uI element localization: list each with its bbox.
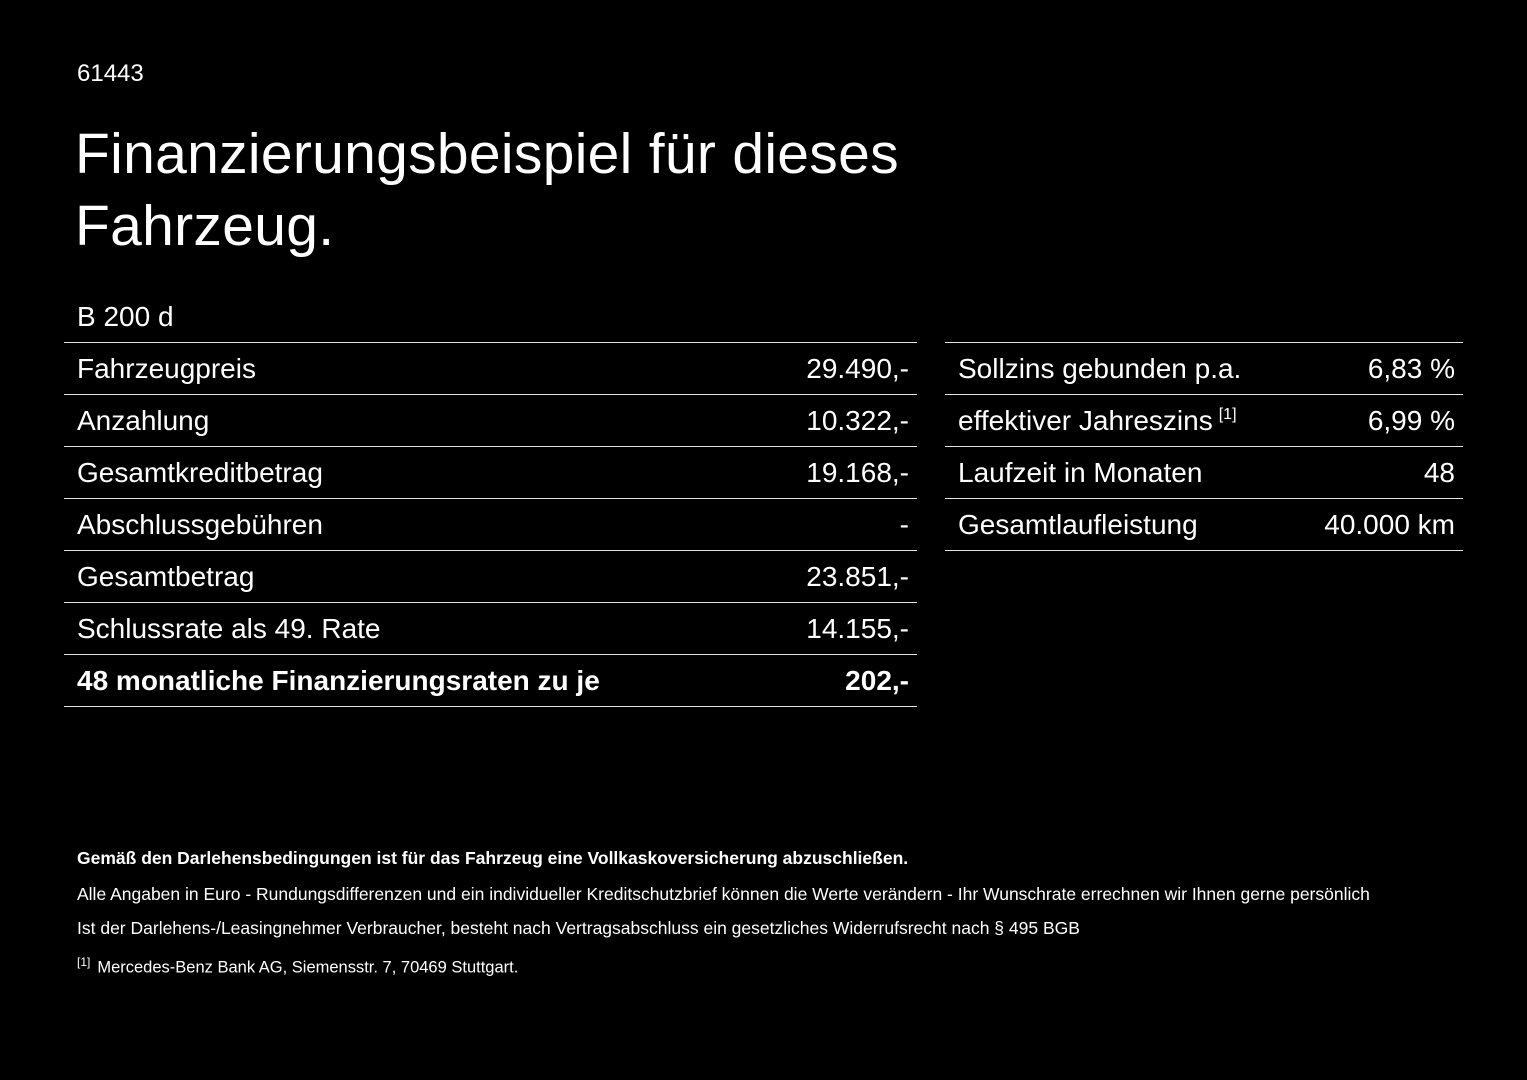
table-row-gesamtlaufleistung: Gesamtlaufleistung 40.000 km: [945, 499, 1463, 551]
row-value: 14.155,-: [806, 612, 909, 644]
table-row-monatsraten: 48 monatliche Finanzierungsraten zu je 2…: [64, 655, 917, 707]
table-row-laufzeit: Laufzeit in Monaten 48: [945, 447, 1463, 499]
table-row-fahrzeugpreis: Fahrzeugpreis 29.490,-: [64, 343, 917, 395]
table-row-sollzins: Sollzins gebunden p.a. 6,83 %: [945, 343, 1463, 395]
bank-footnote-text: Mercedes-Benz Bank AG, Siemensstr. 7, 70…: [97, 958, 519, 977]
table-row-gesamtkreditbetrag: Gesamtkreditbetrag 19.168,-: [64, 447, 917, 499]
row-value: 19.168,-: [806, 456, 909, 488]
row-value: 40.000 km: [1324, 508, 1455, 540]
table-row-gesamtbetrag: Gesamtbetrag 23.851,-: [64, 551, 917, 603]
row-label: effektiver Jahreszins [1]: [958, 405, 1237, 437]
row-label: Schlussrate als 49. Rate: [77, 612, 381, 644]
row-label: 48 monatliche Finanzierungsraten zu je: [77, 664, 600, 696]
footnote-marker: [1]: [77, 955, 91, 970]
row-value: 6,83 %: [1367, 352, 1455, 384]
page-title-line2: Fahrzeug.: [75, 194, 335, 258]
row-value: -: [899, 508, 909, 540]
table-row-anzahlung: Anzahlung 10.322,-: [64, 395, 917, 447]
row-value: 23.851,-: [806, 560, 909, 592]
conditions-table: Sollzins gebunden p.a. 6,83 % effektiver…: [945, 342, 1463, 551]
row-label: Gesamtkreditbetrag: [77, 456, 323, 488]
vehicle-id: 61443: [77, 60, 144, 87]
table-row-effektiver-jahreszins: effektiver Jahreszins [1] 6,99 %: [945, 395, 1463, 447]
page-title-line1: Finanzierungsbeispiel für dieses: [75, 122, 899, 186]
row-value: 29.490,-: [806, 352, 909, 384]
table-row-abschlussgebuehren: Abschlussgebühren -: [64, 499, 917, 551]
row-label: Gesamtlaufleistung: [958, 509, 1204, 541]
row-label: Sollzins gebunden p.a.: [958, 353, 1247, 385]
row-value: 6,99 %: [1367, 404, 1455, 436]
row-label: Gesamtbetrag: [77, 560, 255, 592]
footnotes-section: Gemäß den Darlehensbedingungen ist für d…: [77, 847, 1477, 990]
row-value: 48: [1423, 456, 1455, 488]
finance-table: Fahrzeugpreis 29.490,- Anzahlung 10.322,…: [64, 342, 917, 707]
withdrawal-note: Ist der Darlehens-/Leasingnehmer Verbrau…: [77, 917, 1080, 938]
footnote-marker: [1]: [1218, 406, 1237, 424]
bank-footnote: [1] Mercedes-Benz Bank AG, Siemensstr. 7,…: [77, 955, 1477, 979]
insurance-note: Gemäß den Darlehensbedingungen ist für d…: [77, 848, 909, 868]
table-row-schlussrate: Schlussrate als 49. Rate 14.155,-: [64, 603, 917, 655]
row-label-text: Sollzins gebunden p.a.: [958, 352, 1242, 384]
row-value: 202,-: [845, 664, 909, 696]
row-label-text: Laufzeit in Monaten: [958, 456, 1203, 488]
row-label: Anzahlung: [77, 404, 210, 436]
row-label: Fahrzeugpreis: [77, 352, 256, 384]
row-label-text: effektiver Jahreszins: [958, 404, 1213, 436]
page-title: Finanzierungsbeispiel für dieses Fahrzeu…: [75, 118, 899, 262]
row-label-text: Gesamtlaufleistung: [958, 508, 1198, 540]
row-value: 10.322,-: [806, 404, 909, 436]
row-label: Abschlussgebühren: [77, 508, 323, 540]
row-label: Laufzeit in Monaten: [958, 457, 1208, 489]
euro-disclaimer-note: Alle Angaben in Euro - Rundungsdifferenz…: [77, 883, 1370, 904]
model-name: B 200 d: [77, 301, 174, 332]
